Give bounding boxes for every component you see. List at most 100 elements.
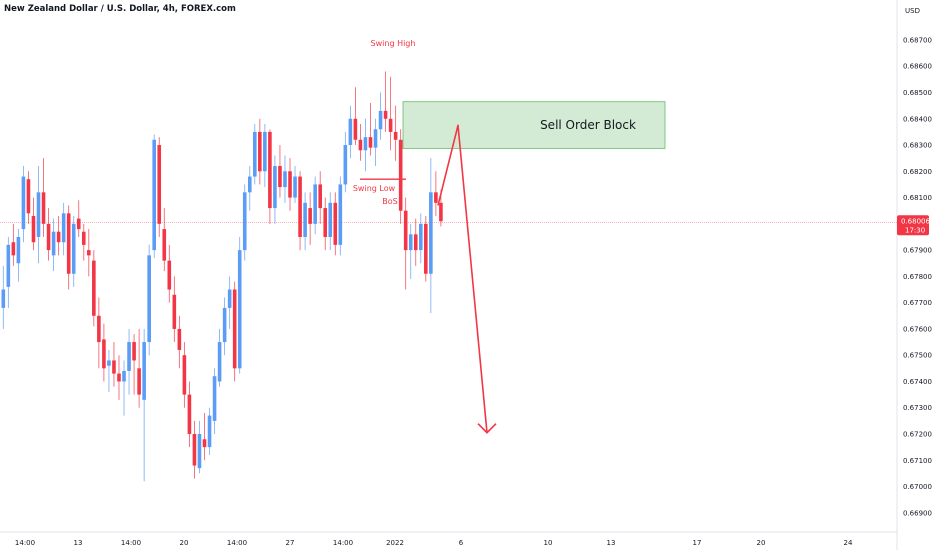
candle-body	[393, 131, 398, 140]
candle-body	[162, 229, 167, 261]
candle-body	[268, 131, 272, 209]
time-tick-label: 27	[286, 539, 295, 547]
time-tick-label: 14:00	[121, 539, 141, 547]
projection-arrowhead	[477, 423, 497, 434]
candle-body	[328, 202, 333, 237]
candle-body	[197, 433, 202, 469]
candle-body	[122, 370, 126, 382]
candle-body	[207, 415, 212, 448]
candle-body	[313, 184, 317, 224]
candle-body	[71, 223, 76, 274]
candle-body	[36, 192, 41, 237]
candle-body	[21, 176, 26, 230]
candle-body	[278, 166, 282, 188]
candle-body	[358, 139, 363, 151]
candle-body	[11, 242, 16, 256]
last-price-tag: 0.68006 17:30	[897, 215, 930, 236]
price-tick-label: 0.67800	[903, 273, 932, 281]
candle-body	[373, 129, 378, 148]
price-tick-label: 0.68300	[903, 142, 932, 150]
projection-arrow-path[interactable]	[437, 124, 488, 433]
time-tick-label: 6	[459, 539, 464, 547]
candle-body	[66, 213, 71, 274]
candle-body	[87, 250, 91, 256]
candle-body	[137, 368, 141, 395]
price-axis-currency: USD	[905, 7, 920, 15]
time-tick-label: 2022	[386, 539, 404, 547]
candle-body	[167, 260, 172, 290]
candle-body	[338, 184, 343, 245]
candle-body	[434, 192, 438, 203]
candle-body	[202, 439, 207, 448]
candle-body	[439, 202, 443, 222]
candle-body	[429, 192, 433, 274]
candle-body	[177, 328, 182, 350]
candle-body	[26, 179, 31, 214]
candle-body	[303, 202, 307, 237]
last-price-countdown: 17:30	[905, 226, 925, 234]
candle-body	[132, 342, 136, 361]
swing-low-label: Swing Low	[353, 184, 396, 193]
candle-body	[172, 294, 177, 329]
candle-body	[318, 184, 322, 209]
candle-body	[16, 236, 21, 264]
candle-body	[112, 360, 116, 374]
candle-body	[398, 139, 403, 211]
candle-body	[61, 213, 66, 243]
sell-order-block-zone[interactable]	[402, 101, 666, 149]
candle-body	[187, 394, 192, 434]
candle-body	[273, 166, 277, 209]
candle-body	[147, 255, 151, 343]
candle-body	[76, 218, 81, 230]
last-price-tag-box	[897, 215, 929, 236]
chart-title: New Zealand Dollar / U.S. Dollar, 4h, FO…	[4, 4, 236, 14]
price-tick-label: 0.67600	[903, 325, 932, 333]
price-tick-label: 0.68100	[903, 194, 932, 202]
candlestick-series[interactable]	[1, 71, 443, 482]
candle-body	[6, 244, 11, 287]
candle-body	[363, 137, 368, 151]
candle-body	[142, 342, 146, 400]
time-tick-label: 13	[607, 539, 616, 547]
candle-body	[323, 208, 328, 237]
candle-body	[92, 260, 96, 316]
time-tick-label: 14:00	[227, 539, 247, 547]
price-tick-label: 0.68600	[903, 63, 932, 71]
candle-body	[56, 231, 61, 243]
time-axis-ticks[interactable]: 14:00 13 14:00 20 14:00 27 14:00 2022 6 10 13 17 20 2…	[15, 539, 853, 547]
time-tick-label: 20	[757, 539, 766, 547]
price-tick-label: 0.68200	[903, 168, 932, 176]
swing-high-label: Swing High	[371, 39, 416, 48]
time-tick-label: 14:00	[333, 539, 353, 547]
price-tick-label: 0.67200	[903, 430, 932, 438]
candle-body	[424, 223, 428, 274]
candle-body	[217, 342, 222, 382]
price-tick-label: 0.66900	[903, 509, 932, 517]
candle-body	[152, 139, 156, 251]
candle-body	[343, 145, 348, 185]
candle-body	[383, 110, 388, 119]
time-tick-label: 24	[844, 539, 853, 547]
candle-body	[403, 210, 408, 251]
time-tick-label: 20	[180, 539, 189, 547]
time-tick-label: 14:00	[15, 539, 35, 547]
price-tick-label: 0.67300	[903, 404, 932, 412]
candle-body	[227, 289, 232, 308]
candle-body	[31, 215, 36, 243]
candle-body	[1, 289, 6, 308]
candle-body	[127, 342, 131, 371]
candle-body	[107, 360, 111, 366]
candle-body	[41, 192, 46, 224]
price-axis-ticks[interactable]: 0.68700 0.68600 0.68500 0.68400 0.68300 0.682…	[903, 36, 932, 517]
price-tick-label: 0.67400	[903, 378, 932, 386]
price-tick-label: 0.67700	[903, 299, 932, 307]
candle-body	[247, 176, 252, 193]
candle-body	[81, 231, 86, 245]
candle-body	[212, 376, 217, 421]
candle-body	[283, 171, 287, 188]
time-tick-label: 10	[544, 539, 553, 547]
candle-body	[253, 131, 257, 177]
price-tick-label: 0.68700	[903, 36, 932, 44]
